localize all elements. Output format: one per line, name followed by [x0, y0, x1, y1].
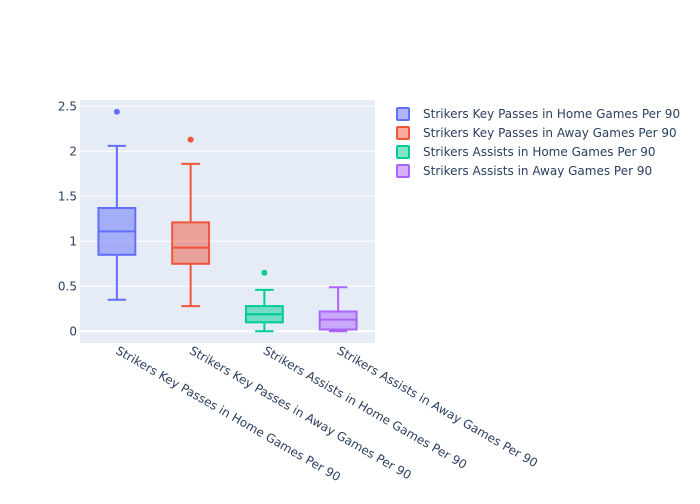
box-3	[244, 269, 284, 333]
y-tick-label: 0.5	[58, 279, 77, 293]
legend-swatch	[396, 164, 410, 178]
y-tick-label: 1	[69, 234, 77, 248]
legend-swatch	[396, 107, 410, 121]
y-tick-label: 0	[69, 324, 77, 338]
box-1	[97, 108, 137, 301]
legend[interactable]: Strikers Key Passes in Home Games Per 90…	[396, 107, 680, 178]
legend-item-3[interactable]: Strikers Assists in Home Games Per 90	[396, 145, 656, 159]
legend-item-4[interactable]: Strikers Assists in Away Games Per 90	[396, 164, 652, 178]
legend-swatch	[396, 126, 410, 140]
box-4	[318, 286, 358, 333]
outlier-point	[261, 269, 268, 276]
x-axis-ticks: Strikers Key Passes in Home Games Per 90…	[113, 343, 540, 484]
y-tick-label: 2	[69, 144, 77, 158]
y-axis-ticks: 0 0.5 1 1.5 2 2.5	[58, 99, 77, 338]
box-series	[97, 108, 358, 333]
legend-item-1[interactable]: Strikers Key Passes in Home Games Per 90	[396, 107, 680, 121]
legend-item-2[interactable]: Strikers Key Passes in Away Games Per 90	[396, 126, 677, 140]
legend-label: Strikers Assists in Away Games Per 90	[423, 164, 652, 178]
outlier-point	[113, 108, 120, 115]
outlier-point	[187, 136, 194, 143]
y-tick-label: 1.5	[58, 189, 77, 203]
legend-label: Strikers Key Passes in Home Games Per 90	[423, 107, 680, 121]
iqr-box	[171, 221, 211, 265]
box-2	[171, 136, 211, 308]
legend-swatch	[396, 145, 410, 159]
y-tick-label: 2.5	[58, 99, 77, 113]
legend-label: Strikers Assists in Home Games Per 90	[423, 145, 656, 159]
legend-label: Strikers Key Passes in Away Games Per 90	[423, 126, 677, 140]
